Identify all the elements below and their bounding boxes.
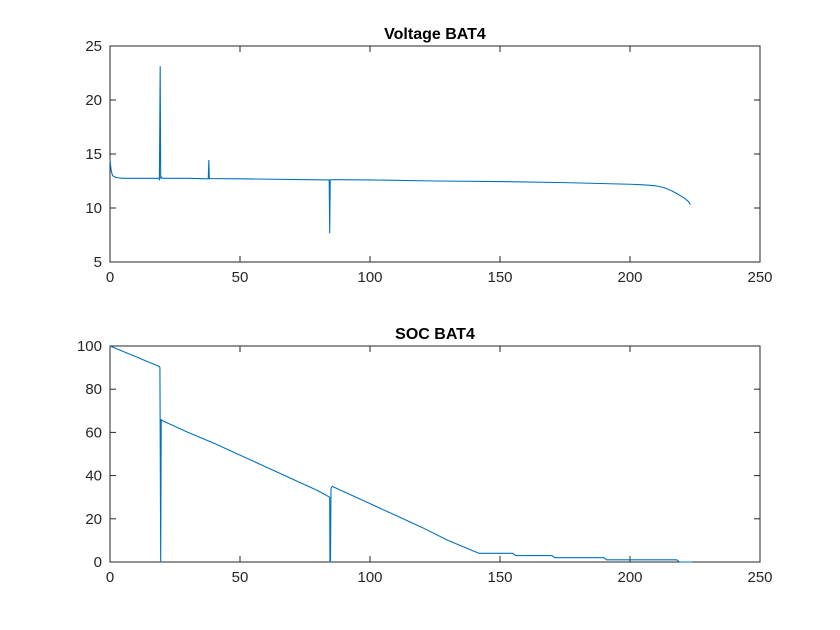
x-tick-label: 150 xyxy=(487,269,512,286)
x-tick-label: 200 xyxy=(617,569,642,586)
series-line xyxy=(109,65,691,234)
chart-title: Voltage BAT4 xyxy=(384,26,486,43)
y-tick-label: 15 xyxy=(85,146,102,163)
y-tick-label: 80 xyxy=(85,381,102,398)
y-tick-label: 60 xyxy=(85,424,102,441)
voltage-chart: 0 50 100 150 200 250 5 10 15 20 25 Voltage BAT4 xyxy=(85,26,772,286)
y-tick-label: 20 xyxy=(85,511,102,528)
series-line xyxy=(109,345,693,563)
x-tick-label: 100 xyxy=(357,569,382,586)
x-tick-label: 0 xyxy=(106,269,114,286)
x-tick-label: 250 xyxy=(747,269,772,286)
x-tick-label: 0 xyxy=(106,569,114,586)
chart-title: SOC BAT4 xyxy=(395,326,475,343)
y-tick-label: 5 xyxy=(94,254,102,271)
y-tick-label: 25 xyxy=(85,38,102,55)
y-tick-label: 20 xyxy=(85,92,102,109)
y-tick-label: 10 xyxy=(85,200,102,217)
axes-box xyxy=(109,345,761,563)
x-tick-label: 250 xyxy=(747,569,772,586)
x-tick-label: 150 xyxy=(487,569,512,586)
soc-chart: 0 50 100 150 200 250 0 20 40 60 80 100 SOC BAT4 xyxy=(77,326,773,586)
x-tick-label: 50 xyxy=(232,569,249,586)
x-tick-label: 100 xyxy=(357,269,382,286)
y-tick-label: 40 xyxy=(85,468,102,485)
y-tick-label: 100 xyxy=(77,338,102,355)
x-tick-label: 200 xyxy=(617,269,642,286)
x-tick-label: 50 xyxy=(232,269,249,286)
y-tick-label: 0 xyxy=(94,554,102,571)
